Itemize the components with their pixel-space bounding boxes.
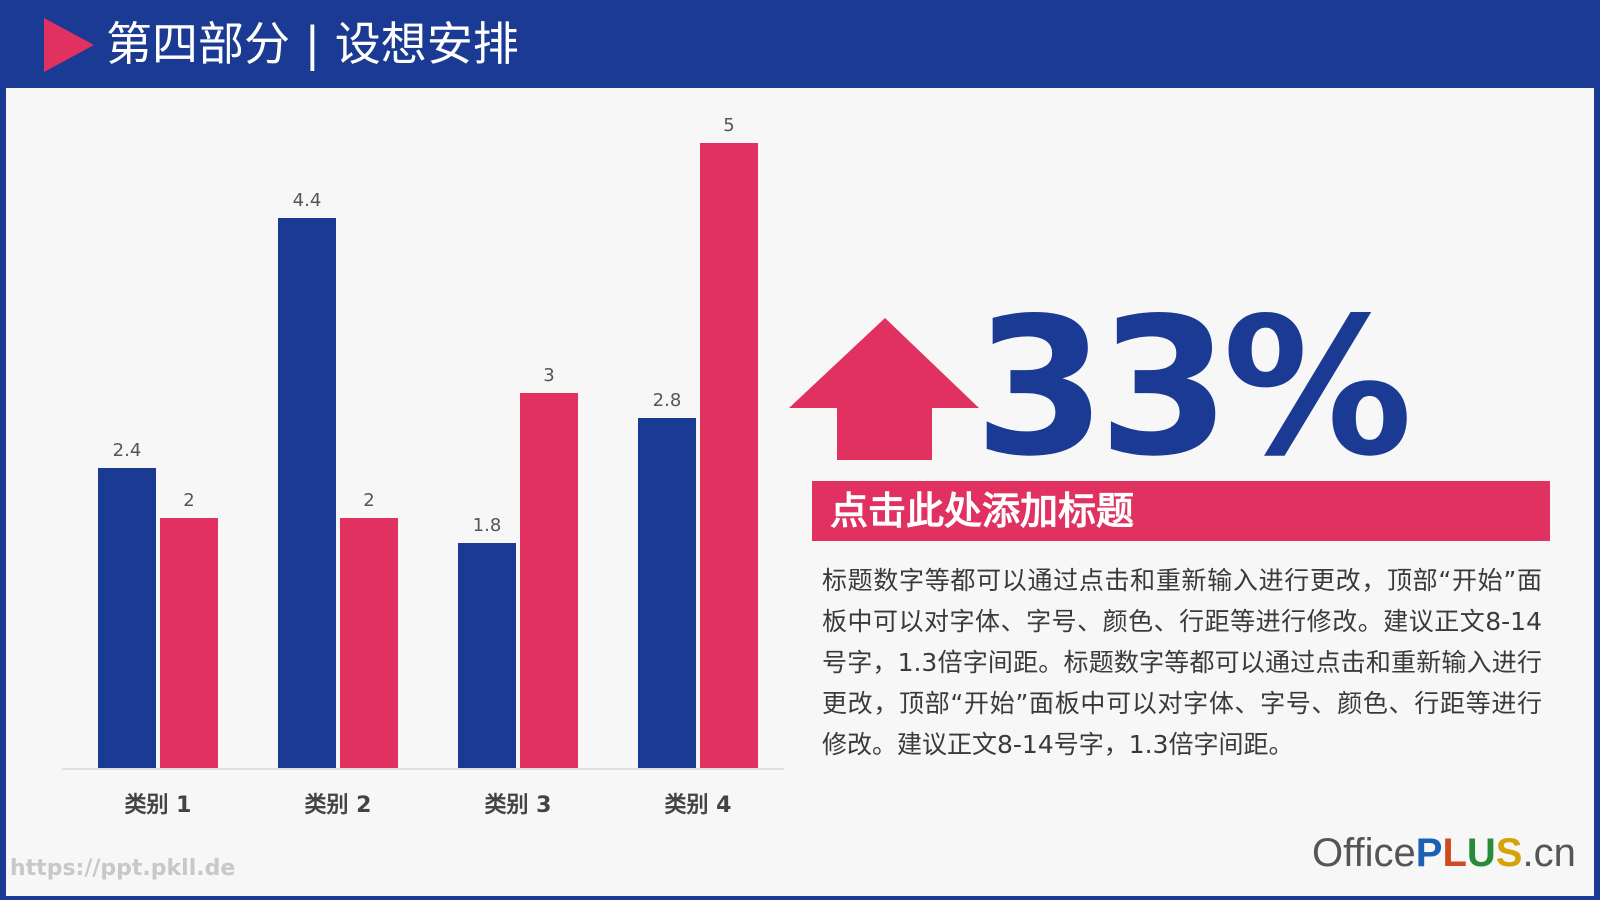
play-triangle-icon — [44, 18, 94, 72]
data-label-series2-cat1: 2 — [183, 490, 194, 511]
brand-letter-s: S — [1495, 831, 1523, 875]
brand-suffix: .cn — [1522, 831, 1576, 875]
content-panel: 2.4 2 类别 1 4.4 2 类别 2 1.8 3 类别 3 2.8 5 类别 4 33% 点击此… — [6, 88, 1594, 896]
brand-letter-l: L — [1442, 831, 1467, 875]
data-label-series1-cat1: 2.4 — [113, 440, 142, 461]
brand-letter-u: U — [1466, 831, 1496, 875]
body-paragraph[interactable]: 标题数字等都可以通过点击和重新输入进行更改，顶部“开始”面板中可以对字体、字号、… — [822, 566, 1542, 759]
data-label-series2-cat3: 3 — [543, 365, 554, 386]
title-banner-text[interactable]: 点击此处添加标题 — [830, 489, 1135, 533]
up-arrow-icon — [789, 318, 979, 460]
data-label-series1-cat3: 1.8 — [473, 515, 502, 536]
brand-logo: OfficePLUS.cn — [1312, 828, 1576, 878]
bar-series2-cat3 — [520, 393, 578, 768]
bar-series1-cat1 — [98, 468, 156, 768]
bar-series2-cat2 — [340, 518, 398, 768]
bar-series2-cat4 — [700, 143, 758, 768]
x-tick-label-2: 类别 2 — [305, 793, 372, 818]
data-label-series1-cat4: 2.8 — [653, 390, 682, 411]
brand-letter-p: P — [1415, 831, 1443, 875]
x-tick-label-4: 类别 4 — [665, 793, 732, 818]
bar-series2-cat1 — [160, 518, 218, 768]
x-tick-label-3: 类别 3 — [485, 793, 552, 818]
header-bar: 第四部分 | 设想安排 — [0, 0, 1600, 88]
data-label-series2-cat2: 2 — [363, 490, 374, 511]
watermark-text: https://ppt.pkll.de — [10, 856, 236, 881]
data-label-series1-cat2: 4.4 — [293, 190, 322, 211]
bar-series1-cat2 — [278, 218, 336, 768]
x-tick-label-1: 类别 1 — [125, 793, 192, 818]
title-banner[interactable]: 点击此处添加标题 — [812, 481, 1550, 541]
bar-chart: 2.4 2 类别 1 4.4 2 类别 2 1.8 3 类别 3 2.8 5 类别 4 — [62, 115, 784, 818]
brand-office: Office — [1312, 831, 1416, 875]
data-label-series2-cat4: 5 — [723, 115, 734, 136]
highlight-percent: 33% — [974, 277, 1413, 498]
bar-series1-cat3 — [458, 543, 516, 768]
bar-series1-cat4 — [638, 418, 696, 768]
page-title: 第四部分 | 设想安排 — [106, 17, 519, 71]
